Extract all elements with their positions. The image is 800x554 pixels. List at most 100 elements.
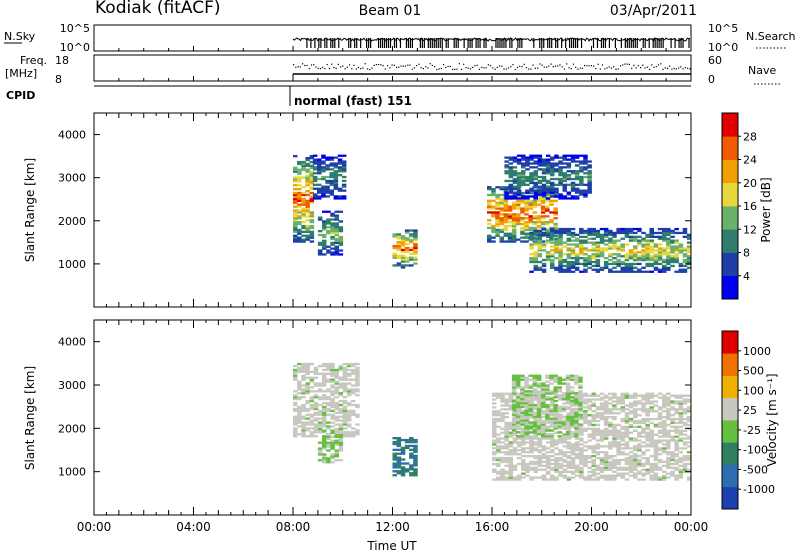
scatter-cell [524,240,529,243]
scatter-cell [553,415,558,418]
scatter-cell [537,456,543,460]
scatter-cell [491,190,496,193]
scatter-cell [536,386,542,389]
scatter-cell [603,266,609,269]
scatter-cell [641,441,646,444]
scatter-cell [599,433,605,436]
scatter-cell [599,241,605,244]
scatter-cell [608,476,613,479]
scatter-cell [633,270,638,273]
scatter-cell [603,423,609,427]
scatter-cell [301,234,306,237]
scatter-cell [338,386,344,389]
scatter-cell [541,453,547,456]
ytick-label: 4000 [58,129,86,142]
scatter-cell [333,177,339,181]
scatter-cell [579,168,584,171]
scatter-cell [413,248,418,252]
scatter-cell [309,224,315,228]
scatter-cell [305,423,310,426]
scatter-cell [326,443,331,446]
scatter-cell [529,476,534,479]
scatter-cell [612,478,617,481]
scatter-cell [326,437,331,440]
scatter-cell [645,258,650,262]
scatter-cell [657,231,663,235]
scatter-cell [301,213,306,216]
scatter-cell [492,453,497,456]
scatter-cell [317,396,323,399]
scatter-cell [641,456,646,460]
scatter-cell [666,443,671,446]
scatter-cell [608,468,613,471]
scatter-cell [528,386,533,389]
scatter-cell [342,401,348,405]
scatter-cell [404,239,410,242]
scatter-cell [678,470,684,473]
scatter-cell [413,468,418,471]
scatter-cell [670,470,675,473]
scatter-cell [566,166,572,169]
scatter-cell [662,404,667,407]
scatter-cell [579,416,584,419]
scatter-cell [511,226,517,230]
scatter-cell [554,464,559,467]
scatter-cell [666,451,671,454]
scatter-cell [595,414,601,417]
scatter-cell [562,189,567,192]
scatter-cell [565,386,571,389]
nave-dot [637,65,639,67]
scatter-cell [595,260,601,264]
scatter-cell [528,201,533,204]
scatter-cell [317,384,323,387]
scatter-cell [322,382,327,385]
scatter-cell [662,443,667,446]
scatter-cell [525,455,530,458]
scatter-cell [528,203,533,206]
scatter-cell [583,270,588,273]
scatter-cell [322,396,327,399]
scatter-cell [317,449,323,452]
scatter-cell [545,451,551,454]
scatter-cell [529,455,534,458]
nave-dot [682,68,684,70]
scatter-cell [657,439,663,442]
scatter-cell [616,423,621,427]
scatter-cell [662,416,667,419]
scatter-cell [301,423,306,426]
scatter-cell [355,384,360,387]
scatter-cell [521,451,526,454]
scatter-cell [326,433,331,436]
scatter-cell [603,412,609,415]
scatter-cell [313,394,319,397]
scatter-cell [293,184,298,187]
scatter-cell [392,264,397,267]
scatter-cell [532,396,538,399]
scatter-cell [616,262,621,266]
scatter-cell [496,417,501,421]
scatter-cell [326,372,331,375]
scatter-cell [313,401,319,405]
scatter-cell [520,409,525,412]
scatter-cell [620,394,625,397]
scatter-cell [583,162,588,165]
nave-dot [456,68,458,70]
scatter-cell [317,423,323,426]
scatter-cell [330,401,335,405]
scatter-cell [657,441,663,444]
scatter-cell [558,255,563,258]
scatter-cell [334,222,339,225]
nave-dot [519,65,521,67]
nsky-line [292,37,691,42]
scatter-cell [520,398,525,401]
scatter-cell [558,170,563,173]
scatter-cell [637,425,642,428]
scatter-cell [521,175,526,179]
scatter-cell [536,188,542,191]
scatter-cell [545,187,551,190]
scatter-cell [532,390,538,393]
scatter-cell [333,164,339,167]
scatter-cell [657,423,663,427]
scatter-cell [587,187,592,190]
scatter-cell [400,258,406,261]
